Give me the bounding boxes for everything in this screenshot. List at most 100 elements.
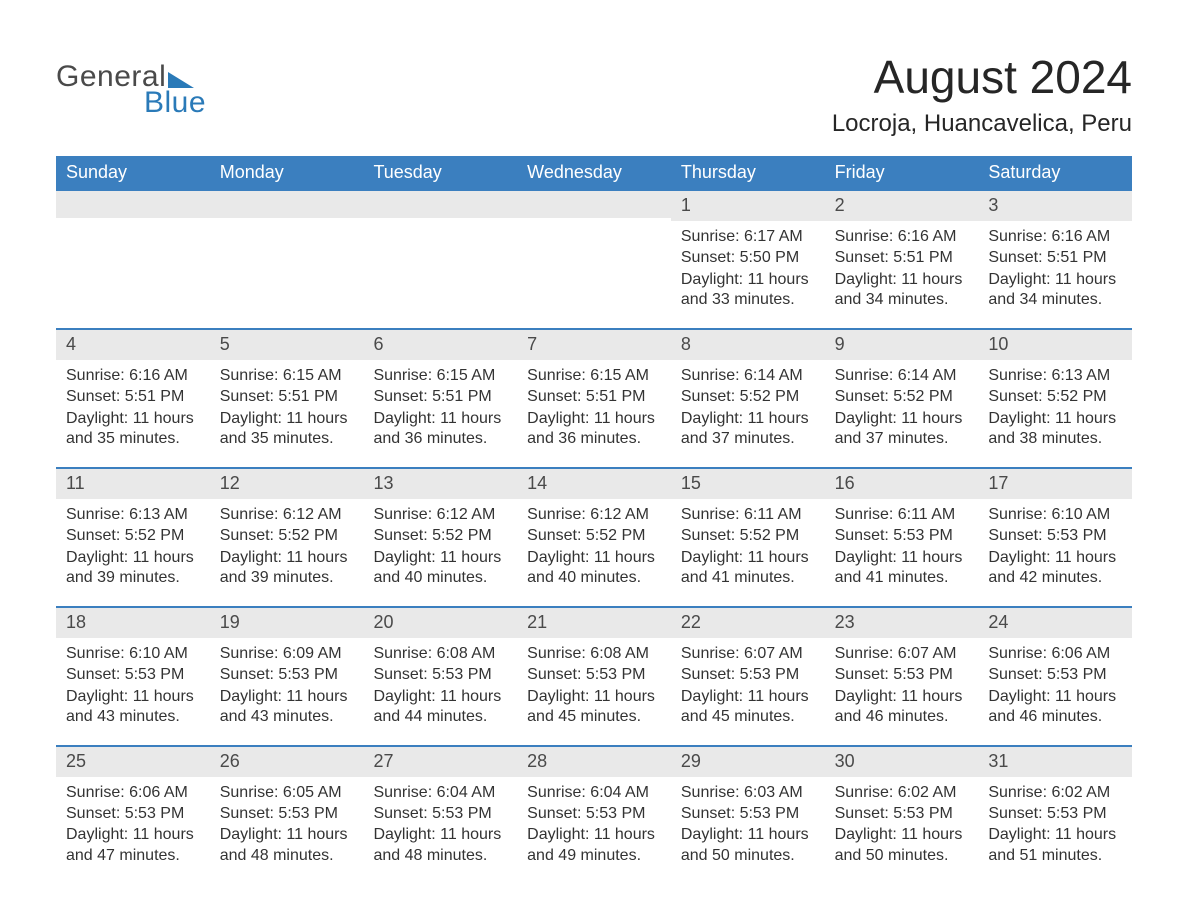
sunrise-text: Sunrise: 6:13 AM xyxy=(988,366,1124,386)
calendar-cell: 10Sunrise: 6:13 AMSunset: 5:52 PMDayligh… xyxy=(978,330,1132,467)
day-header-thursday: Thursday xyxy=(671,156,825,191)
sunset-text: Sunset: 5:52 PM xyxy=(373,526,509,546)
sunset-text: Sunset: 5:53 PM xyxy=(66,804,202,824)
calendar-cell: 30Sunrise: 6:02 AMSunset: 5:53 PMDayligh… xyxy=(825,747,979,884)
calendar-cell: 21Sunrise: 6:08 AMSunset: 5:53 PMDayligh… xyxy=(517,608,671,745)
calendar-cell: 7Sunrise: 6:15 AMSunset: 5:51 PMDaylight… xyxy=(517,330,671,467)
calendar-cell xyxy=(517,191,671,328)
sunset-text: Sunset: 5:53 PM xyxy=(835,526,971,546)
sunset-text: Sunset: 5:52 PM xyxy=(681,387,817,407)
day-number: 6 xyxy=(363,330,517,360)
day-number: 17 xyxy=(978,469,1132,499)
day-number: 20 xyxy=(363,608,517,638)
calendar-cell: 26Sunrise: 6:05 AMSunset: 5:53 PMDayligh… xyxy=(210,747,364,884)
cell-body: Sunrise: 6:04 AMSunset: 5:53 PMDaylight:… xyxy=(363,777,517,867)
sunrise-text: Sunrise: 6:04 AM xyxy=(373,783,509,803)
month-title: August 2024 xyxy=(832,50,1132,104)
sunrise-text: Sunrise: 6:05 AM xyxy=(220,783,356,803)
day-number: 3 xyxy=(978,191,1132,221)
calendar-cell: 22Sunrise: 6:07 AMSunset: 5:53 PMDayligh… xyxy=(671,608,825,745)
sunrise-text: Sunrise: 6:15 AM xyxy=(220,366,356,386)
day-number: 16 xyxy=(825,469,979,499)
day-number xyxy=(517,191,671,218)
cell-body: Sunrise: 6:07 AMSunset: 5:53 PMDaylight:… xyxy=(671,638,825,728)
calendar-cell: 24Sunrise: 6:06 AMSunset: 5:53 PMDayligh… xyxy=(978,608,1132,745)
week-row: 1Sunrise: 6:17 AMSunset: 5:50 PMDaylight… xyxy=(56,191,1132,328)
week-row: 25Sunrise: 6:06 AMSunset: 5:53 PMDayligh… xyxy=(56,745,1132,884)
sunrise-text: Sunrise: 6:12 AM xyxy=(220,505,356,525)
sunset-text: Sunset: 5:53 PM xyxy=(66,665,202,685)
calendar-cell: 20Sunrise: 6:08 AMSunset: 5:53 PMDayligh… xyxy=(363,608,517,745)
day-header-sunday: Sunday xyxy=(56,156,210,191)
day-number: 23 xyxy=(825,608,979,638)
sunrise-text: Sunrise: 6:15 AM xyxy=(527,366,663,386)
cell-body: Sunrise: 6:15 AMSunset: 5:51 PMDaylight:… xyxy=(517,360,671,450)
sunrise-text: Sunrise: 6:17 AM xyxy=(681,227,817,247)
cell-body: Sunrise: 6:06 AMSunset: 5:53 PMDaylight:… xyxy=(56,777,210,867)
cell-body: Sunrise: 6:14 AMSunset: 5:52 PMDaylight:… xyxy=(825,360,979,450)
day-number: 2 xyxy=(825,191,979,221)
daylight-text: Daylight: 11 hours and 45 minutes. xyxy=(527,687,663,728)
calendar-cell: 5Sunrise: 6:15 AMSunset: 5:51 PMDaylight… xyxy=(210,330,364,467)
location-subtitle: Locroja, Huancavelica, Peru xyxy=(832,110,1132,138)
day-number: 10 xyxy=(978,330,1132,360)
day-number: 5 xyxy=(210,330,364,360)
cell-body: Sunrise: 6:11 AMSunset: 5:52 PMDaylight:… xyxy=(671,499,825,589)
day-number: 25 xyxy=(56,747,210,777)
cell-body: Sunrise: 6:12 AMSunset: 5:52 PMDaylight:… xyxy=(363,499,517,589)
cell-body: Sunrise: 6:02 AMSunset: 5:53 PMDaylight:… xyxy=(978,777,1132,867)
sunrise-text: Sunrise: 6:12 AM xyxy=(527,505,663,525)
day-number xyxy=(56,191,210,218)
daylight-text: Daylight: 11 hours and 42 minutes. xyxy=(988,548,1124,589)
sunset-text: Sunset: 5:53 PM xyxy=(527,665,663,685)
calendar-cell: 31Sunrise: 6:02 AMSunset: 5:53 PMDayligh… xyxy=(978,747,1132,884)
sunset-text: Sunset: 5:52 PM xyxy=(66,526,202,546)
day-number: 24 xyxy=(978,608,1132,638)
day-number: 15 xyxy=(671,469,825,499)
daylight-text: Daylight: 11 hours and 36 minutes. xyxy=(373,409,509,450)
daylight-text: Daylight: 11 hours and 39 minutes. xyxy=(66,548,202,589)
daylight-text: Daylight: 11 hours and 46 minutes. xyxy=(835,687,971,728)
cell-body: Sunrise: 6:07 AMSunset: 5:53 PMDaylight:… xyxy=(825,638,979,728)
sunset-text: Sunset: 5:53 PM xyxy=(220,665,356,685)
sunrise-text: Sunrise: 6:14 AM xyxy=(835,366,971,386)
sunrise-text: Sunrise: 6:02 AM xyxy=(988,783,1124,803)
calendar-cell: 4Sunrise: 6:16 AMSunset: 5:51 PMDaylight… xyxy=(56,330,210,467)
sunset-text: Sunset: 5:53 PM xyxy=(220,804,356,824)
title-block: August 2024 Locroja, Huancavelica, Peru xyxy=(832,50,1132,138)
cell-body: Sunrise: 6:16 AMSunset: 5:51 PMDaylight:… xyxy=(56,360,210,450)
sunset-text: Sunset: 5:53 PM xyxy=(681,665,817,685)
calendar-cell: 12Sunrise: 6:12 AMSunset: 5:52 PMDayligh… xyxy=(210,469,364,606)
sunset-text: Sunset: 5:53 PM xyxy=(681,804,817,824)
day-header-saturday: Saturday xyxy=(978,156,1132,191)
calendar-cell: 6Sunrise: 6:15 AMSunset: 5:51 PMDaylight… xyxy=(363,330,517,467)
sunset-text: Sunset: 5:53 PM xyxy=(988,804,1124,824)
cell-body: Sunrise: 6:14 AMSunset: 5:52 PMDaylight:… xyxy=(671,360,825,450)
sunrise-text: Sunrise: 6:16 AM xyxy=(988,227,1124,247)
sunset-text: Sunset: 5:51 PM xyxy=(527,387,663,407)
cell-body: Sunrise: 6:04 AMSunset: 5:53 PMDaylight:… xyxy=(517,777,671,867)
sunrise-text: Sunrise: 6:08 AM xyxy=(527,644,663,664)
calendar-cell: 27Sunrise: 6:04 AMSunset: 5:53 PMDayligh… xyxy=(363,747,517,884)
sunrise-text: Sunrise: 6:12 AM xyxy=(373,505,509,525)
daylight-text: Daylight: 11 hours and 50 minutes. xyxy=(835,825,971,866)
daylight-text: Daylight: 11 hours and 44 minutes. xyxy=(373,687,509,728)
daylight-text: Daylight: 11 hours and 38 minutes. xyxy=(988,409,1124,450)
day-number: 7 xyxy=(517,330,671,360)
day-number: 1 xyxy=(671,191,825,221)
sunset-text: Sunset: 5:53 PM xyxy=(988,665,1124,685)
sunrise-text: Sunrise: 6:07 AM xyxy=(835,644,971,664)
daylight-text: Daylight: 11 hours and 47 minutes. xyxy=(66,825,202,866)
calendar-cell: 18Sunrise: 6:10 AMSunset: 5:53 PMDayligh… xyxy=(56,608,210,745)
cell-body: Sunrise: 6:10 AMSunset: 5:53 PMDaylight:… xyxy=(56,638,210,728)
daylight-text: Daylight: 11 hours and 34 minutes. xyxy=(835,270,971,311)
daylight-text: Daylight: 11 hours and 40 minutes. xyxy=(527,548,663,589)
cell-body: Sunrise: 6:16 AMSunset: 5:51 PMDaylight:… xyxy=(978,221,1132,311)
cell-body: Sunrise: 6:17 AMSunset: 5:50 PMDaylight:… xyxy=(671,221,825,311)
day-header-friday: Friday xyxy=(825,156,979,191)
sunrise-text: Sunrise: 6:16 AM xyxy=(835,227,971,247)
daylight-text: Daylight: 11 hours and 39 minutes. xyxy=(220,548,356,589)
week-row: 11Sunrise: 6:13 AMSunset: 5:52 PMDayligh… xyxy=(56,467,1132,606)
calendar-cell xyxy=(210,191,364,328)
daylight-text: Daylight: 11 hours and 37 minutes. xyxy=(835,409,971,450)
